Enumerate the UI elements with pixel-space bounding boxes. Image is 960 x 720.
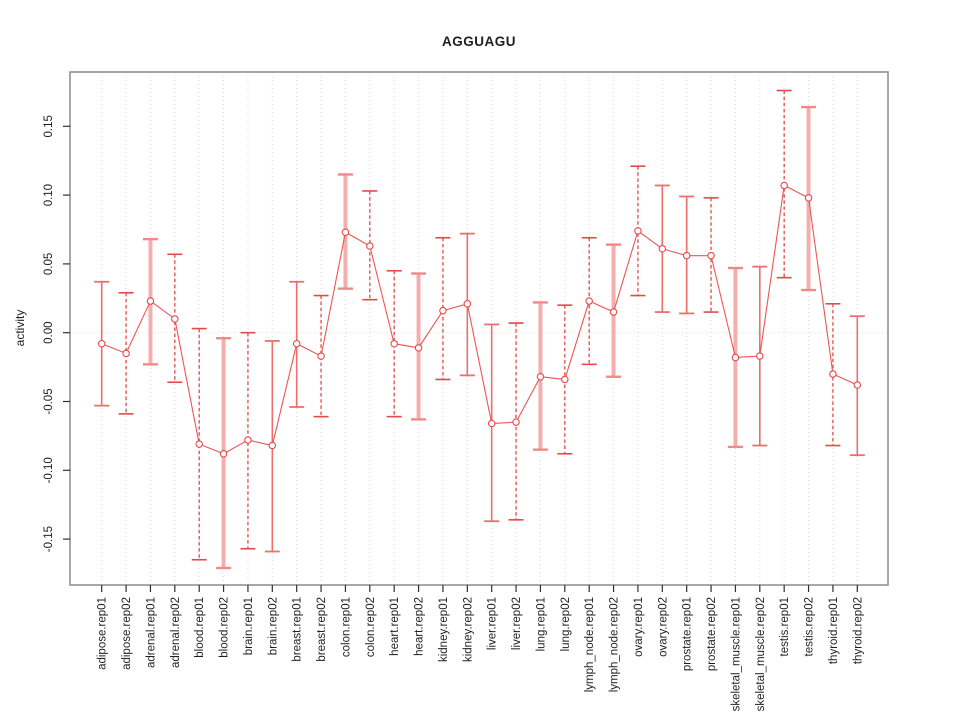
data-point — [146, 297, 155, 305]
x-tick-label: lung.rep02 — [560, 597, 572, 651]
data-point — [609, 308, 618, 316]
x-tick-label: heart.rep01 — [389, 597, 401, 656]
data-point — [536, 372, 545, 381]
x-tick-label: kidney.rep02 — [462, 597, 474, 662]
error-bar — [240, 331, 256, 550]
data-point — [244, 436, 252, 444]
y-tick-label: -0.05 — [43, 388, 55, 414]
x-tick-label: ovary.rep01 — [633, 597, 645, 657]
data-point — [561, 375, 569, 384]
plot-root: adipose.rep01 adipose.rep02 adrenal.rep01 a… — [43, 71, 889, 711]
data-point — [97, 339, 106, 348]
y-tick-label: 0.05 — [43, 253, 55, 275]
data-point — [122, 349, 130, 358]
x-tick-label: testis.rep02 — [804, 597, 816, 656]
data-point — [366, 242, 374, 250]
error-bar — [362, 190, 378, 301]
data-point — [390, 339, 398, 348]
x-tick-label: colon.rep02 — [365, 597, 377, 657]
error-bar — [118, 291, 134, 415]
data-point — [292, 339, 301, 348]
x-tick-label: breast.rep02 — [316, 597, 328, 662]
data-point — [487, 419, 496, 428]
x-tick-label: brain.rep02 — [267, 597, 279, 655]
data-point — [707, 251, 715, 260]
x-tick-label: lung.rep01 — [535, 597, 547, 651]
x-tick-label: blood.rep02 — [219, 597, 231, 658]
error-bar — [435, 236, 451, 381]
data-point — [171, 315, 179, 323]
data-point — [756, 352, 764, 360]
x-tick-label: prostate.rep01 — [682, 597, 694, 671]
data-point — [268, 441, 277, 450]
data-point — [658, 245, 667, 253]
x-tick-label: lymph_node.rep02 — [609, 597, 621, 692]
x-tick-label: adrenal.rep02 — [170, 597, 182, 668]
x-tick-label: heart.rep02 — [414, 597, 426, 656]
error-bar — [386, 269, 402, 418]
x-tick-label: lymph_node.rep01 — [584, 597, 596, 692]
data-point — [829, 370, 837, 378]
plot-box — [69, 71, 889, 586]
data-point — [585, 297, 593, 305]
x-tick-label: skeletal_muscle.rep02 — [755, 597, 767, 711]
data-point — [682, 251, 691, 260]
data-point — [731, 353, 740, 362]
x-tick-label: adipose.rep02 — [121, 597, 133, 670]
y-tick-label: 0.15 — [43, 115, 55, 137]
x-tick-label: colon.rep01 — [340, 597, 352, 657]
x-tick-label: breast.rep01 — [292, 597, 304, 662]
y-tick-label: -0.10 — [43, 457, 55, 483]
x-tick-label: testis.rep01 — [779, 597, 791, 656]
data-point — [853, 381, 862, 389]
x-tick-label: kidney.rep01 — [438, 597, 450, 662]
data-point — [634, 227, 642, 235]
error-bar — [191, 327, 207, 561]
x-tick-label: blood.rep01 — [194, 597, 206, 658]
x-tick-label: thyroid.rep01 — [828, 597, 840, 664]
data-point — [317, 352, 325, 360]
data-points — [97, 181, 862, 458]
data-point — [780, 181, 788, 190]
series-line — [101, 184, 858, 455]
x-tick-label: ovary.rep02 — [657, 597, 669, 657]
y-tick-label: -0.15 — [43, 526, 55, 552]
data-point — [219, 450, 228, 458]
data-point — [414, 344, 423, 352]
error-bar — [313, 294, 329, 418]
y-tick-label: 0.10 — [43, 184, 55, 206]
x-tick-label: adrenal.rep01 — [145, 597, 157, 668]
y-tick-label: 0.00 — [43, 322, 55, 344]
error-bar — [825, 303, 841, 447]
x-tick-label: adipose.rep01 — [97, 597, 109, 670]
data-point — [341, 228, 350, 237]
data-point — [463, 300, 472, 308]
x-tick-label: liver.rep01 — [487, 597, 499, 650]
chart-title: AGGUAGU — [442, 34, 516, 49]
x-tick-label: thyroid.rep02 — [852, 597, 864, 664]
x-tick-label: skeletal_muscle.rep01 — [730, 597, 742, 711]
y-axis: 0.15 0.10 0.05 0.00 -0.05 -0.10 -0.15 — [43, 115, 70, 552]
error-bars — [94, 89, 865, 570]
x-tick-label: prostate.rep02 — [706, 597, 718, 671]
y-axis-label: activity — [13, 310, 27, 347]
data-point — [512, 418, 520, 426]
error-bar — [630, 165, 646, 297]
x-tick-label: liver.rep02 — [511, 597, 523, 650]
data-point — [804, 194, 813, 202]
data-point — [195, 440, 203, 448]
data-point — [439, 306, 447, 315]
x-tick-label: brain.rep01 — [243, 597, 255, 655]
x-axis: adipose.rep01 adipose.rep02 adrenal.rep01 a… — [97, 585, 864, 711]
